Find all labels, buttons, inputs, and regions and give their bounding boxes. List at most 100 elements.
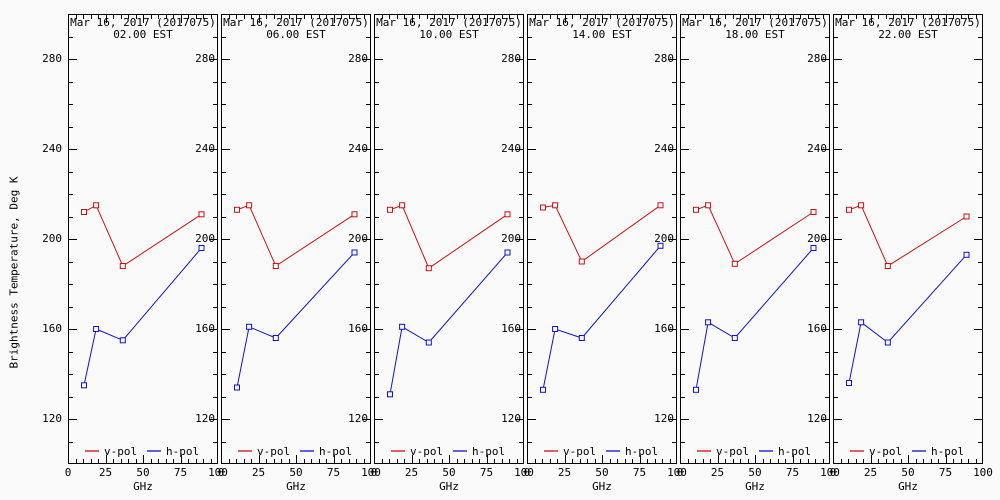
- x-axis-label: GHz: [133, 480, 153, 493]
- x-axis-label: GHz: [745, 480, 765, 493]
- v-pol-marker: [387, 206, 393, 213]
- legend-vpol-label: v-pol: [716, 445, 749, 458]
- x-tick-label: 25: [98, 466, 113, 479]
- legend-hpol-label: h-pol: [166, 445, 199, 458]
- x-tick-label: 25: [404, 466, 419, 479]
- h-pol-marker: [93, 326, 100, 332]
- panel-subtitle: 10.00 EST: [419, 28, 479, 41]
- x-tick-label: 0: [64, 466, 72, 479]
- y-tick-label: 280: [654, 52, 674, 65]
- h-pol-marker: [234, 384, 240, 391]
- v-pol-marker: [351, 211, 358, 218]
- v-pol-marker: [705, 202, 712, 209]
- x-tick-label: 75: [938, 466, 953, 479]
- y-tick-label: 240: [654, 142, 674, 155]
- x-tick-label: 0: [370, 466, 378, 479]
- y-tick-label: 120: [42, 412, 62, 425]
- y-tick-label: 200: [348, 232, 368, 245]
- y-tick-label: 280: [42, 52, 62, 65]
- h-pol-marker: [399, 323, 406, 330]
- x-tick-label: 100: [820, 466, 840, 479]
- legend-hpol-label: h-pol: [778, 445, 811, 458]
- legend-hpol-label: h-pol: [931, 445, 964, 458]
- chart-panel-4: Mar 16, 2017 (2017075)14.00 EST v-pol h-po…: [527, 14, 677, 464]
- panel-title: Mar 16, 2017 (2017075): [376, 16, 522, 29]
- y-tick-label: 200: [501, 232, 521, 245]
- h-pol-line: [848, 254, 967, 384]
- panel-title: Mar 16, 2017 (2017075): [223, 16, 369, 29]
- v-pol-marker: [693, 206, 699, 213]
- x-tick-label: 25: [557, 466, 572, 479]
- y-tick-label: 280: [807, 52, 827, 65]
- y-tick-label: 280: [195, 52, 215, 65]
- panel-title: Mar 16, 2017 (2017075): [682, 16, 828, 29]
- v-pol-marker: [81, 209, 87, 215]
- y-tick-label: 120: [195, 412, 215, 425]
- legend-hpol-label: h-pol: [625, 445, 658, 458]
- y-axis-title: Brightness Temperature, Deg K: [7, 176, 21, 369]
- v-pol-marker: [540, 204, 546, 211]
- y-tick-label: 280: [501, 52, 521, 65]
- v-pol-marker: [198, 211, 205, 218]
- v-pol-marker: [657, 202, 664, 209]
- v-pol-line: [389, 204, 508, 269]
- y-tick-label: 240: [42, 142, 62, 155]
- panel-subtitle: 02.00 EST: [113, 28, 173, 41]
- y-tick-label: 240: [807, 142, 827, 155]
- x-tick-label: 75: [785, 466, 800, 479]
- h-pol-marker: [884, 339, 891, 346]
- v-pol-line: [848, 204, 967, 267]
- h-pol-marker: [578, 335, 585, 341]
- panel-subtitle: 18.00 EST: [725, 28, 785, 41]
- h-pol-marker: [81, 382, 87, 389]
- y-tick-label: 240: [348, 142, 368, 155]
- x-tick-label: 25: [251, 466, 266, 479]
- h-pol-line: [695, 247, 814, 390]
- x-tick-label: 50: [136, 466, 150, 479]
- h-pol-marker: [540, 386, 546, 393]
- h-pol-marker: [705, 319, 712, 326]
- panel-frame: [221, 14, 371, 464]
- x-tick-label: 0: [829, 466, 837, 479]
- x-axis-label: GHz: [898, 480, 918, 493]
- y-tick-label: 160: [501, 322, 521, 335]
- chart-panel-6: Mar 16, 2017 (2017075)22.00 EST v-pol h-po…: [833, 14, 983, 464]
- x-tick-label: 100: [514, 466, 534, 479]
- y-tick-label: 200: [195, 232, 215, 245]
- v-pol-marker: [552, 202, 559, 209]
- h-pol-marker: [425, 339, 432, 346]
- y-tick-label: 120: [807, 412, 827, 425]
- v-pol-marker: [810, 209, 817, 215]
- x-tick-label: 100: [208, 466, 228, 479]
- v-pol-marker: [884, 263, 891, 269]
- y-tick-label: 280: [348, 52, 368, 65]
- x-tick-label: 75: [479, 466, 494, 479]
- v-pol-marker: [272, 263, 279, 269]
- y-tick-label: 160: [654, 322, 674, 335]
- h-pol-marker: [351, 249, 358, 256]
- v-pol-line: [236, 204, 355, 267]
- x-axis-label: GHz: [439, 480, 459, 493]
- x-tick-label: 0: [676, 466, 684, 479]
- h-pol-marker: [693, 386, 699, 393]
- x-tick-label: 50: [289, 466, 303, 479]
- panel-subtitle: 14.00 EST: [572, 28, 632, 41]
- v-pol-line: [695, 204, 814, 265]
- x-tick-label: 25: [710, 466, 725, 479]
- legend-vpol-label: v-pol: [104, 445, 137, 458]
- panel-frame: [680, 14, 830, 464]
- panel-subtitle: 06.00 EST: [266, 28, 326, 41]
- v-pol-line: [542, 204, 661, 263]
- v-pol-marker: [93, 202, 100, 209]
- y-tick-label: 160: [807, 322, 827, 335]
- v-pol-marker: [425, 265, 432, 272]
- v-pol-marker: [578, 258, 585, 265]
- h-pol-marker: [731, 335, 738, 341]
- h-pol-marker: [963, 251, 970, 258]
- chart-panel-2: Mar 16, 2017 (2017075)06.00 EST v-pol h-po…: [221, 14, 371, 464]
- h-pol-marker: [272, 335, 279, 341]
- x-tick-label: 100: [361, 466, 381, 479]
- panel-frame: [374, 14, 524, 464]
- chart-panel-5: Mar 16, 2017 (2017075)18.00 EST v-pol h-po…: [680, 14, 830, 464]
- y-tick-label: 120: [348, 412, 368, 425]
